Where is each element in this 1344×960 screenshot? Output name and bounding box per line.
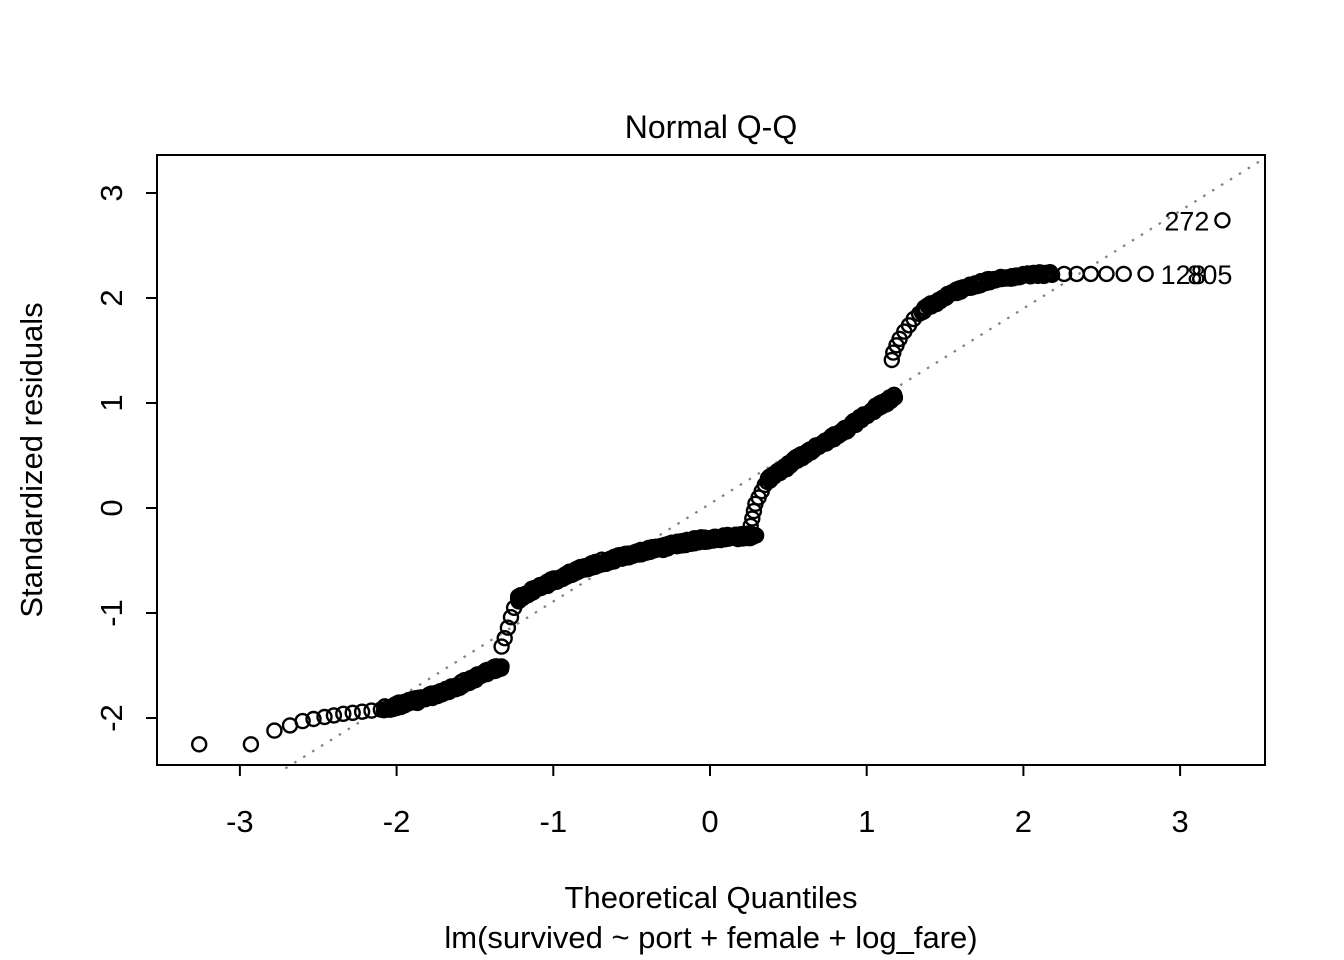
y-tick-label: 2: [94, 289, 129, 306]
plot-border: [156, 154, 1266, 766]
y-tick-label: 1: [94, 394, 129, 411]
data-point: [885, 344, 902, 361]
x-tick-label: 1: [858, 804, 875, 839]
y-tick-label: 0: [94, 499, 129, 516]
data-point: [316, 708, 333, 726]
chart-title: Normal Q-Q: [625, 109, 797, 145]
data-point: [1055, 265, 1073, 283]
x-tick-label: -1: [540, 804, 568, 839]
data-point: [744, 510, 761, 527]
x-tick-label: -2: [383, 804, 411, 839]
y-tick-label: -1: [94, 599, 129, 627]
x-tick-label: -3: [226, 804, 254, 839]
data-point: [756, 476, 773, 494]
data-point: [885, 386, 903, 404]
data-point: [1043, 266, 1061, 283]
y-tick-label: 3: [94, 184, 129, 201]
data-point: [742, 517, 759, 535]
data-point: [493, 638, 510, 655]
data-point: [335, 705, 352, 722]
data-point: [883, 351, 900, 369]
data-point: [1214, 212, 1231, 229]
data-point: [305, 710, 322, 728]
data-point: [505, 599, 523, 616]
data-point: [363, 702, 380, 719]
data-point: [325, 707, 343, 724]
data-point: [502, 609, 520, 626]
x-axis-label: Theoretical Quantiles: [565, 880, 858, 915]
data-point: [493, 658, 510, 675]
data-point: [372, 701, 390, 718]
data-point: [905, 310, 922, 328]
y-tick-label: -2: [94, 704, 129, 732]
data-point: [242, 736, 260, 753]
data-point: [353, 703, 371, 720]
data-point: [344, 704, 361, 721]
data-point: [1098, 265, 1115, 283]
axis-ticks-group: -3 -2 -1 0 1 2 3 -2 -1 0 1 2 3: [94, 184, 1189, 839]
x-tick-label: 2: [1015, 804, 1032, 839]
data-point: [499, 619, 517, 636]
x-tick-label: 0: [701, 804, 718, 839]
data-points-group: [190, 212, 1231, 753]
data-point: [294, 712, 311, 730]
data-point: [1137, 265, 1154, 283]
outlier-label: 805: [1187, 260, 1232, 290]
outlier-label: 272: [1164, 206, 1209, 236]
model-formula-label: lm(survived ~ port + female + log_fare): [444, 920, 977, 955]
data-point: [1115, 265, 1132, 283]
data-point: [1082, 265, 1100, 283]
outlier-label: 128: [1161, 260, 1206, 290]
y-axis-label: Standardized residuals: [14, 302, 49, 617]
data-point: [266, 722, 283, 739]
data-point: [190, 736, 208, 753]
x-tick-label: 3: [1171, 804, 1188, 839]
data-point: [496, 630, 513, 647]
